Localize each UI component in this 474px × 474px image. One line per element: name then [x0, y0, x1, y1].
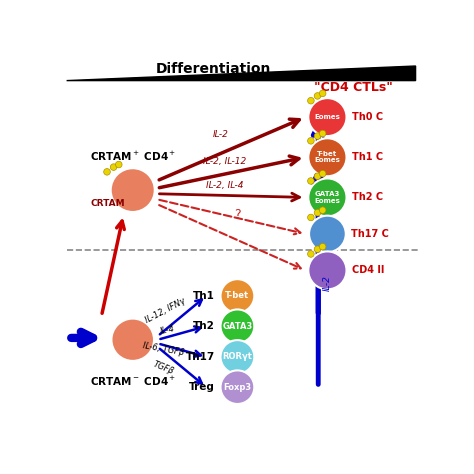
Text: CD4 II: CD4 II	[352, 265, 384, 275]
Text: Th17: Th17	[186, 352, 215, 362]
Text: IL-2, IL-12: IL-2, IL-12	[203, 157, 246, 166]
Circle shape	[110, 164, 117, 170]
Text: TGFβ: TGFβ	[152, 360, 176, 376]
Circle shape	[314, 173, 321, 180]
Circle shape	[308, 178, 314, 184]
Polygon shape	[66, 66, 416, 81]
Text: Foxp3: Foxp3	[223, 383, 252, 392]
Circle shape	[220, 340, 255, 374]
Text: Th2: Th2	[193, 321, 215, 331]
Circle shape	[319, 130, 326, 137]
Circle shape	[308, 251, 314, 257]
Text: IL-2: IL-2	[213, 130, 229, 139]
Text: IL-2, IL-4: IL-2, IL-4	[206, 182, 243, 191]
Circle shape	[319, 90, 326, 97]
Circle shape	[314, 210, 321, 216]
Text: CRTAM$^-$ CD4$^+$: CRTAM$^-$ CD4$^+$	[90, 374, 176, 388]
Circle shape	[308, 137, 314, 144]
Text: Treg: Treg	[189, 382, 215, 392]
Circle shape	[309, 216, 346, 252]
Circle shape	[308, 138, 346, 176]
Text: "CD4 CTLs": "CD4 CTLs"	[314, 82, 392, 94]
Circle shape	[111, 319, 154, 361]
Circle shape	[308, 98, 346, 136]
Circle shape	[220, 310, 255, 343]
Circle shape	[308, 97, 314, 104]
Text: GATA3: GATA3	[222, 322, 253, 331]
Circle shape	[104, 169, 110, 175]
Circle shape	[220, 279, 255, 313]
Circle shape	[111, 168, 155, 212]
Text: CRTAM$^+$ CD4$^+$: CRTAM$^+$ CD4$^+$	[90, 150, 176, 163]
Circle shape	[308, 214, 314, 221]
Text: RORγt: RORγt	[222, 352, 252, 361]
Text: ?: ?	[234, 208, 241, 221]
Circle shape	[314, 246, 321, 253]
Text: GATA3
Eomes: GATA3 Eomes	[314, 191, 340, 204]
Circle shape	[308, 251, 346, 289]
Circle shape	[314, 92, 321, 99]
Text: Th2 C: Th2 C	[352, 192, 383, 202]
Circle shape	[220, 370, 255, 404]
Text: CRTAM: CRTAM	[91, 199, 125, 208]
Text: Differentiation: Differentiation	[156, 63, 271, 76]
Text: Th1 C: Th1 C	[352, 152, 383, 162]
Text: IL-6, TGFβ: IL-6, TGFβ	[143, 341, 185, 358]
Text: Eomes: Eomes	[314, 114, 340, 120]
Text: IL-2: IL-2	[323, 275, 332, 291]
Circle shape	[116, 161, 122, 168]
Circle shape	[319, 207, 326, 213]
Text: T-bet: T-bet	[225, 292, 249, 301]
Text: T-bet
Eomes: T-bet Eomes	[314, 151, 340, 164]
Text: Th17 C: Th17 C	[351, 229, 389, 239]
Circle shape	[319, 170, 326, 177]
Text: Th1: Th1	[193, 291, 215, 301]
Circle shape	[314, 133, 321, 139]
Text: IL-12, IFNγ: IL-12, IFNγ	[144, 296, 187, 325]
Text: IL-4: IL-4	[159, 324, 176, 336]
Text: Th0 C: Th0 C	[352, 112, 383, 122]
Circle shape	[308, 178, 346, 216]
Circle shape	[319, 243, 326, 250]
